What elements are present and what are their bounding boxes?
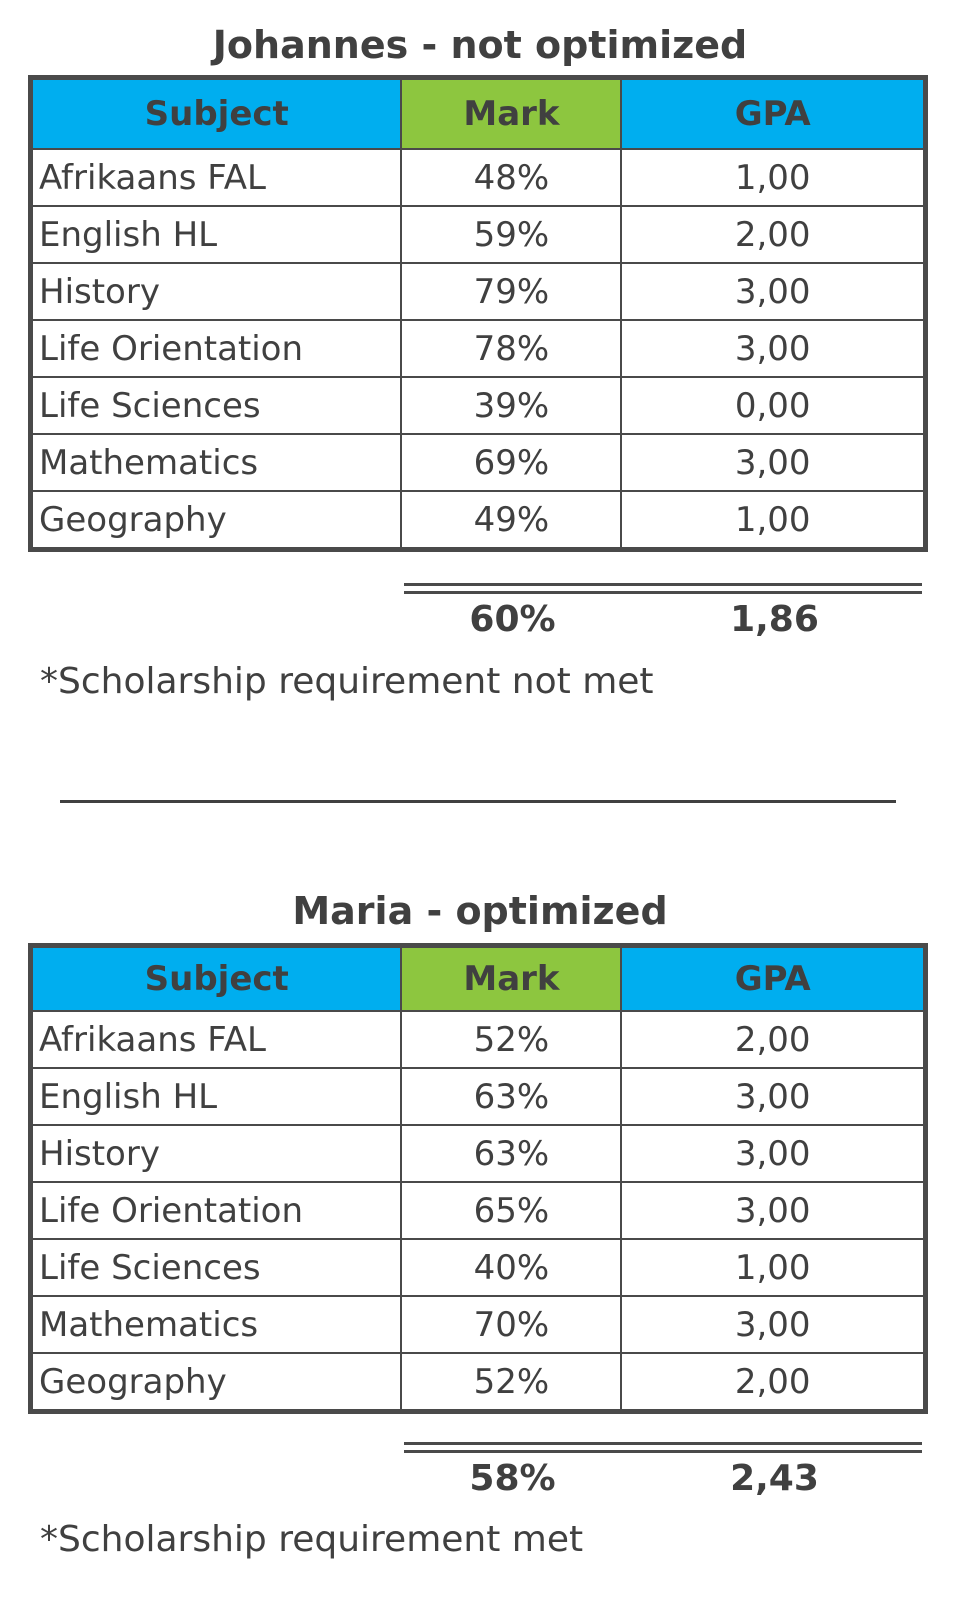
mark-cell: 69% [400,433,623,492]
table-row: Mathematics 69% 3,00 [29,433,927,492]
mark-cell: 52% [400,1352,623,1413]
gpa-cell: 3,00 [620,1181,927,1240]
mark-cell: 63% [400,1124,623,1183]
gpa-cell: 2,00 [620,1010,927,1069]
total-double-rule [404,583,922,594]
johannes-title: Johannes - not optimized [212,23,748,67]
table-header-row: Subject Mark GPA [29,76,927,150]
table-row: Afrikaans FAL 48% 1,00 [29,148,927,207]
maria-title: Maria - optimized [292,889,668,933]
gpa-cell: 0,00 [620,376,927,435]
subject-cell: History [29,1124,403,1183]
gpa-cell: 3,00 [620,1295,927,1354]
mark-cell: 52% [400,1010,623,1069]
subject-column-header: Subject [29,944,403,1012]
table-row: Mathematics 70% 3,00 [29,1295,927,1354]
gpa-cell: 3,00 [620,319,927,378]
mark-cell: 63% [400,1067,623,1126]
table-row: Geography 49% 1,00 [29,490,927,551]
maria-total-gpa: 2,43 [730,1458,819,1499]
maria-scholarship-note: *Scholarship requirement met [40,1519,584,1560]
table-row: History 79% 3,00 [29,262,927,321]
mark-cell: 39% [400,376,623,435]
total-double-rule [404,1442,922,1453]
mark-cell: 70% [400,1295,623,1354]
gpa-cell: 1,00 [620,1238,927,1297]
subject-cell: English HL [29,205,403,264]
table-row: English HL 63% 3,00 [29,1067,927,1126]
subject-cell: Life Sciences [29,376,403,435]
table-row: Life Sciences 40% 1,00 [29,1238,927,1297]
gpa-cell: 2,00 [620,205,927,264]
table-row: Life Orientation 78% 3,00 [29,319,927,378]
subject-cell: Life Sciences [29,1238,403,1297]
mark-column-header: Mark [400,76,623,150]
johannes-scholarship-note: *Scholarship requirement not met [40,661,654,702]
subject-cell: Afrikaans FAL [29,148,403,207]
subject-cell: Afrikaans FAL [29,1010,403,1069]
johannes-total-gpa: 1,86 [730,599,819,640]
gpa-cell: 2,00 [620,1352,927,1413]
subject-cell: Mathematics [29,433,403,492]
mark-cell: 79% [400,262,623,321]
table-row: Life Sciences 39% 0,00 [29,376,927,435]
subject-cell: Mathematics [29,1295,403,1354]
mark-cell: 49% [400,490,623,551]
subject-cell: English HL [29,1067,403,1126]
mark-column-header: Mark [400,944,623,1012]
gpa-cell: 3,00 [620,433,927,492]
mark-cell: 78% [400,319,623,378]
table-header-row: Subject Mark GPA [29,944,927,1012]
table-row: Geography 52% 2,00 [29,1352,927,1413]
subject-cell: Geography [29,1352,403,1413]
table-row: Afrikaans FAL 52% 2,00 [29,1010,927,1069]
maria-total-mark: 58% [469,1458,556,1499]
maria-grades-table: Subject Mark GPA Afrikaans FAL 52% 2,00 … [28,943,928,1414]
gpa-cell: 3,00 [620,1124,927,1183]
table-row: Life Orientation 65% 3,00 [29,1181,927,1240]
gpa-cell: 1,00 [620,148,927,207]
gpa-cell: 3,00 [620,262,927,321]
gpa-cell: 1,00 [620,490,927,551]
gpa-column-header: GPA [620,76,927,150]
table-row: English HL 59% 2,00 [29,205,927,264]
subject-cell: Life Orientation [29,1181,403,1240]
gpa-column-header: GPA [620,944,927,1012]
mark-cell: 59% [400,205,623,264]
subject-cell: Life Orientation [29,319,403,378]
subject-column-header: Subject [29,76,403,150]
johannes-total-mark: 60% [469,599,556,640]
section-divider [60,800,896,803]
subject-cell: Geography [29,490,403,551]
gpa-cell: 3,00 [620,1067,927,1126]
mark-cell: 40% [400,1238,623,1297]
johannes-grades-table: Subject Mark GPA Afrikaans FAL 48% 1,00 … [28,75,928,552]
table-row: History 63% 3,00 [29,1124,927,1183]
subject-cell: History [29,262,403,321]
mark-cell: 65% [400,1181,623,1240]
mark-cell: 48% [400,148,623,207]
